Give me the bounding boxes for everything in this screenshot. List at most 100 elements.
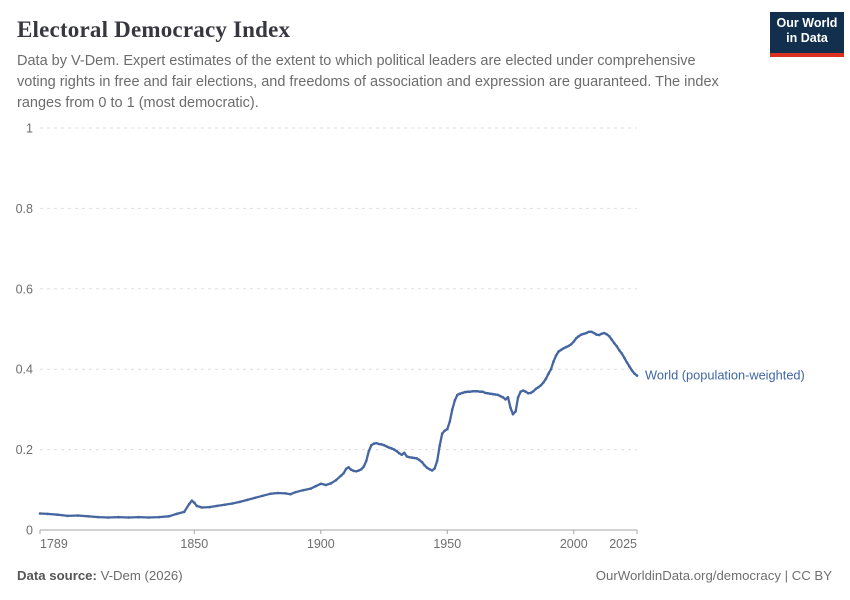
data-point <box>253 496 257 500</box>
data-point <box>56 513 59 516</box>
data-point <box>451 408 454 411</box>
data-point <box>405 455 409 458</box>
data-point <box>489 392 492 396</box>
data-point <box>127 516 130 519</box>
data-point <box>628 365 631 368</box>
data-point <box>195 504 199 508</box>
y-tick-label: 0 <box>26 524 33 538</box>
data-point <box>182 510 186 514</box>
data-point <box>618 349 621 352</box>
data-point <box>147 516 151 519</box>
data-point <box>557 350 560 353</box>
x-tick-label: 1850 <box>180 537 208 551</box>
data-point <box>620 352 624 355</box>
data-point <box>200 506 204 509</box>
data-point <box>552 360 555 363</box>
data-point <box>590 330 593 334</box>
x-tick-label: 1900 <box>307 537 335 551</box>
data-point <box>630 369 634 372</box>
y-tick-label: 0.2 <box>16 443 33 457</box>
data-point <box>423 464 426 467</box>
data-point <box>360 468 363 471</box>
data-point <box>107 516 110 519</box>
data-point <box>448 420 452 423</box>
data-point <box>481 390 485 394</box>
data-point <box>549 367 553 371</box>
world-line-markers <box>38 330 639 519</box>
data-point <box>438 444 442 447</box>
data-point <box>458 392 462 396</box>
data-point <box>375 441 378 445</box>
data-point <box>294 490 297 494</box>
data-point <box>577 334 581 338</box>
data-point <box>519 390 522 394</box>
data-point <box>466 390 469 394</box>
data-point <box>329 482 333 485</box>
x-tick-label: 2000 <box>560 537 588 551</box>
data-point <box>66 514 70 518</box>
data-point <box>86 515 90 518</box>
data-point <box>380 443 383 446</box>
data-point <box>529 391 533 395</box>
series-end-label[interactable]: World (population-weighted) <box>645 368 805 383</box>
data-point <box>473 390 477 393</box>
footer-source[interactable]: Data source: V-Dem (2026) <box>17 568 183 583</box>
data-point <box>597 333 601 337</box>
data-point <box>276 491 280 495</box>
data-point <box>137 515 140 519</box>
y-tick-label: 0.8 <box>16 202 33 216</box>
data-point <box>117 515 120 519</box>
data-point <box>231 502 234 505</box>
data-point <box>215 504 219 508</box>
data-point <box>390 447 393 450</box>
data-point <box>542 381 545 384</box>
data-point <box>623 356 626 360</box>
data-point <box>501 396 505 399</box>
subtitle-line-1: Data by V-Dem. Expert estimates of the e… <box>17 53 696 69</box>
data-point <box>38 512 42 515</box>
data-point <box>580 333 583 336</box>
data-point <box>167 515 171 518</box>
data-point <box>499 394 502 398</box>
owid-logo-line-2: in Data <box>786 31 828 45</box>
data-point <box>544 377 548 381</box>
data-point <box>582 332 586 336</box>
data-point <box>301 488 305 492</box>
x-tick-label: 1950 <box>433 537 461 551</box>
data-point <box>397 451 401 455</box>
world-line[interactable] <box>38 330 639 519</box>
data-point <box>408 455 411 459</box>
data-point <box>425 466 429 470</box>
data-point <box>268 492 272 496</box>
data-point <box>400 453 404 457</box>
data-point <box>506 396 510 399</box>
data-point <box>418 458 421 462</box>
data-point <box>339 474 343 478</box>
data-point <box>607 334 611 338</box>
data-point <box>157 515 161 519</box>
data-point <box>453 398 457 402</box>
data-point <box>261 494 264 498</box>
data-point <box>610 338 613 341</box>
subtitle-line-3: ranges from 0 to 1 (most democratic). <box>17 95 259 111</box>
data-point <box>461 391 464 395</box>
data-point <box>440 432 444 435</box>
data-point <box>433 467 436 470</box>
data-point <box>511 412 515 416</box>
x-tick-label: 1789 <box>40 537 68 551</box>
data-point <box>478 390 482 394</box>
x-tick-label: 2025 <box>609 537 637 551</box>
data-point <box>190 499 194 503</box>
data-point <box>483 391 487 395</box>
data-point <box>605 332 608 336</box>
data-point <box>516 396 520 399</box>
data-point <box>387 446 391 449</box>
chart-title: Electoral Democracy Index <box>17 17 291 42</box>
owid-logo[interactable]: Our World in Data <box>770 12 844 57</box>
data-point <box>471 390 474 393</box>
data-point <box>430 469 434 472</box>
data-point <box>193 501 196 505</box>
footer-credit-link[interactable]: OurWorldinData.org/democracy | CC BY <box>595 568 832 583</box>
data-point <box>357 469 361 472</box>
